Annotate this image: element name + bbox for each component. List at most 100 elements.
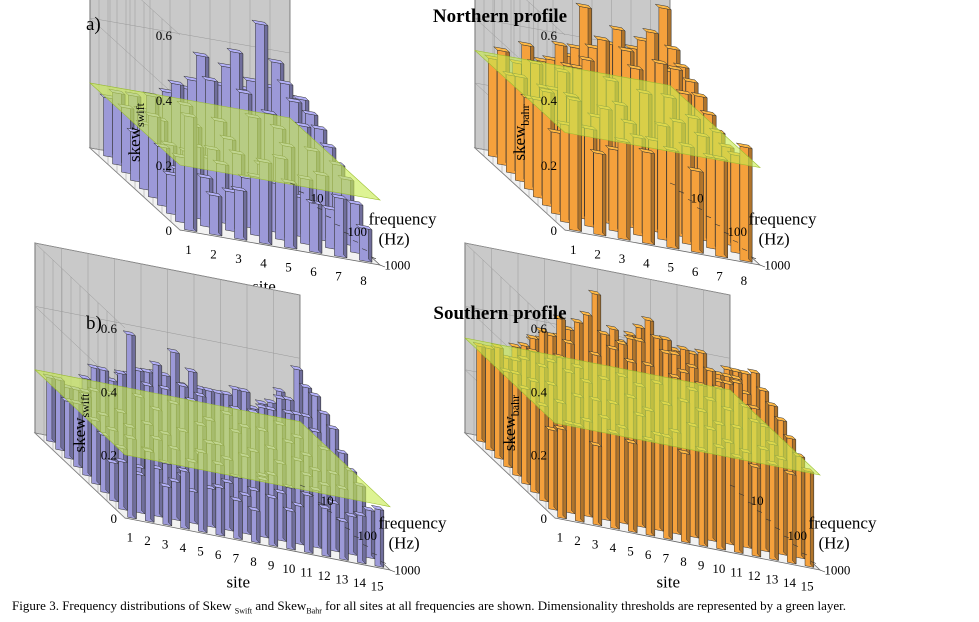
north-bahr-bar [735,142,753,263]
bar-top-face [264,493,279,500]
bar-top-face [764,401,779,408]
freq-tick-label: 10 [311,190,324,205]
bar-side-face [668,434,673,541]
bar-top-face [552,314,567,321]
bar-top-face [663,44,681,51]
north-swift-bar [305,198,323,255]
bar-side-face [158,465,164,518]
bar-top-face [139,381,154,388]
site-tick-label: 8 [250,554,257,569]
freq-tick-mark [687,199,694,202]
freq-tick-mark [379,264,386,268]
bar-top-face [95,365,110,372]
bar-top-face [229,185,248,192]
freq-tick-mark [370,256,377,260]
bar-top-face [507,342,522,349]
bar-top-face [684,362,699,370]
site-tick-label: 14 [783,575,797,590]
freq-tick-label: 1000 [384,258,410,273]
bar-top-face [676,368,691,375]
freq-tick-label: 10 [321,493,334,508]
bar-side-face [659,432,664,532]
freq-tick-mark [678,190,685,194]
freq-tick-mark [801,552,808,556]
site-tick-label: 2 [144,533,151,548]
freq-tick-mark [723,231,730,235]
bar-top-face [640,361,655,368]
bar-side-face [123,458,128,511]
south-bahr-bar [623,438,638,534]
bar-side-face [481,343,486,443]
bar-top-face [352,510,367,517]
freq-axis-unit: (Hz) [819,533,850,552]
freq-tick-mark [810,561,817,564]
z-tick-label: 0.2 [156,158,172,173]
bar-top-face [720,379,735,386]
south-swift-bar [114,457,129,511]
south-swift-bar [131,470,146,515]
bar-top-face [235,88,253,95]
bar-side-face [597,442,603,527]
site-tick-label: 4 [180,540,187,555]
bar-side-face [703,447,709,548]
south-swift-bar [60,396,75,460]
site-tick-label: 7 [716,268,723,283]
south-swift-bar [237,491,252,536]
bar-top-face [561,338,576,345]
bar-top-face [525,334,540,341]
bar-top-face [290,501,305,508]
freq-tick-label: 100 [358,528,378,543]
z-tick-label: 0 [111,511,118,526]
freq-tick-mark [759,264,766,268]
bar-top-face [746,368,761,375]
site-tick-label: 13 [335,571,348,586]
freq-axis-unit: (Hz) [759,229,790,248]
z-tick-label: 0.6 [531,321,548,336]
north-swift-bar [330,193,348,259]
bar-top-face [675,89,693,96]
site-tick-label: 4 [643,255,650,270]
south-bahr-bar [676,448,691,544]
bar-top-face [658,348,673,355]
bar-side-face [185,468,190,530]
site-tick-label: 7 [335,268,342,283]
south-bahr-bar [685,421,700,539]
bar-side-face [247,492,252,536]
caption-mid: and Skew [252,598,307,613]
site-axis-label: site [226,572,250,591]
site-tick-label: 12 [318,568,331,583]
bar-side-face [675,147,680,250]
site-tick-label: 1 [557,530,564,545]
bar-side-face [282,490,287,543]
site-tick-label: 5 [627,544,634,559]
bar-top-face [587,350,602,357]
bar-top-face [676,448,691,455]
z-tick-label: 0.2 [101,448,117,463]
bar-side-face [218,193,223,237]
south-bahr-bar [526,376,541,494]
south-swift-bar [229,496,244,541]
bar-top-face [735,142,753,149]
freq-tick-mark [705,215,712,219]
bar-top-face [122,330,137,337]
south-swift-bar [282,506,297,551]
site-tick-label: 7 [663,551,670,566]
bar-side-face [326,505,332,558]
bar-top-face [175,381,190,388]
bar-top-face [623,44,642,51]
site-tick-label: 3 [619,251,626,266]
bar-top-face [176,466,191,473]
bar-top-face [672,62,690,69]
bar-top-face [204,191,223,198]
threshold-layer [89,82,381,201]
site-tick-label: 6 [692,264,699,279]
freq-tick-mark [289,182,296,186]
bar-top-face [183,367,198,374]
bar-top-face [166,347,181,354]
south-bahr-bar [659,432,674,541]
south-bahr-bar [729,452,744,555]
z-axis-label-sub: swift [78,393,92,418]
bar-side-face [264,477,270,539]
bar-top-face [565,43,584,50]
